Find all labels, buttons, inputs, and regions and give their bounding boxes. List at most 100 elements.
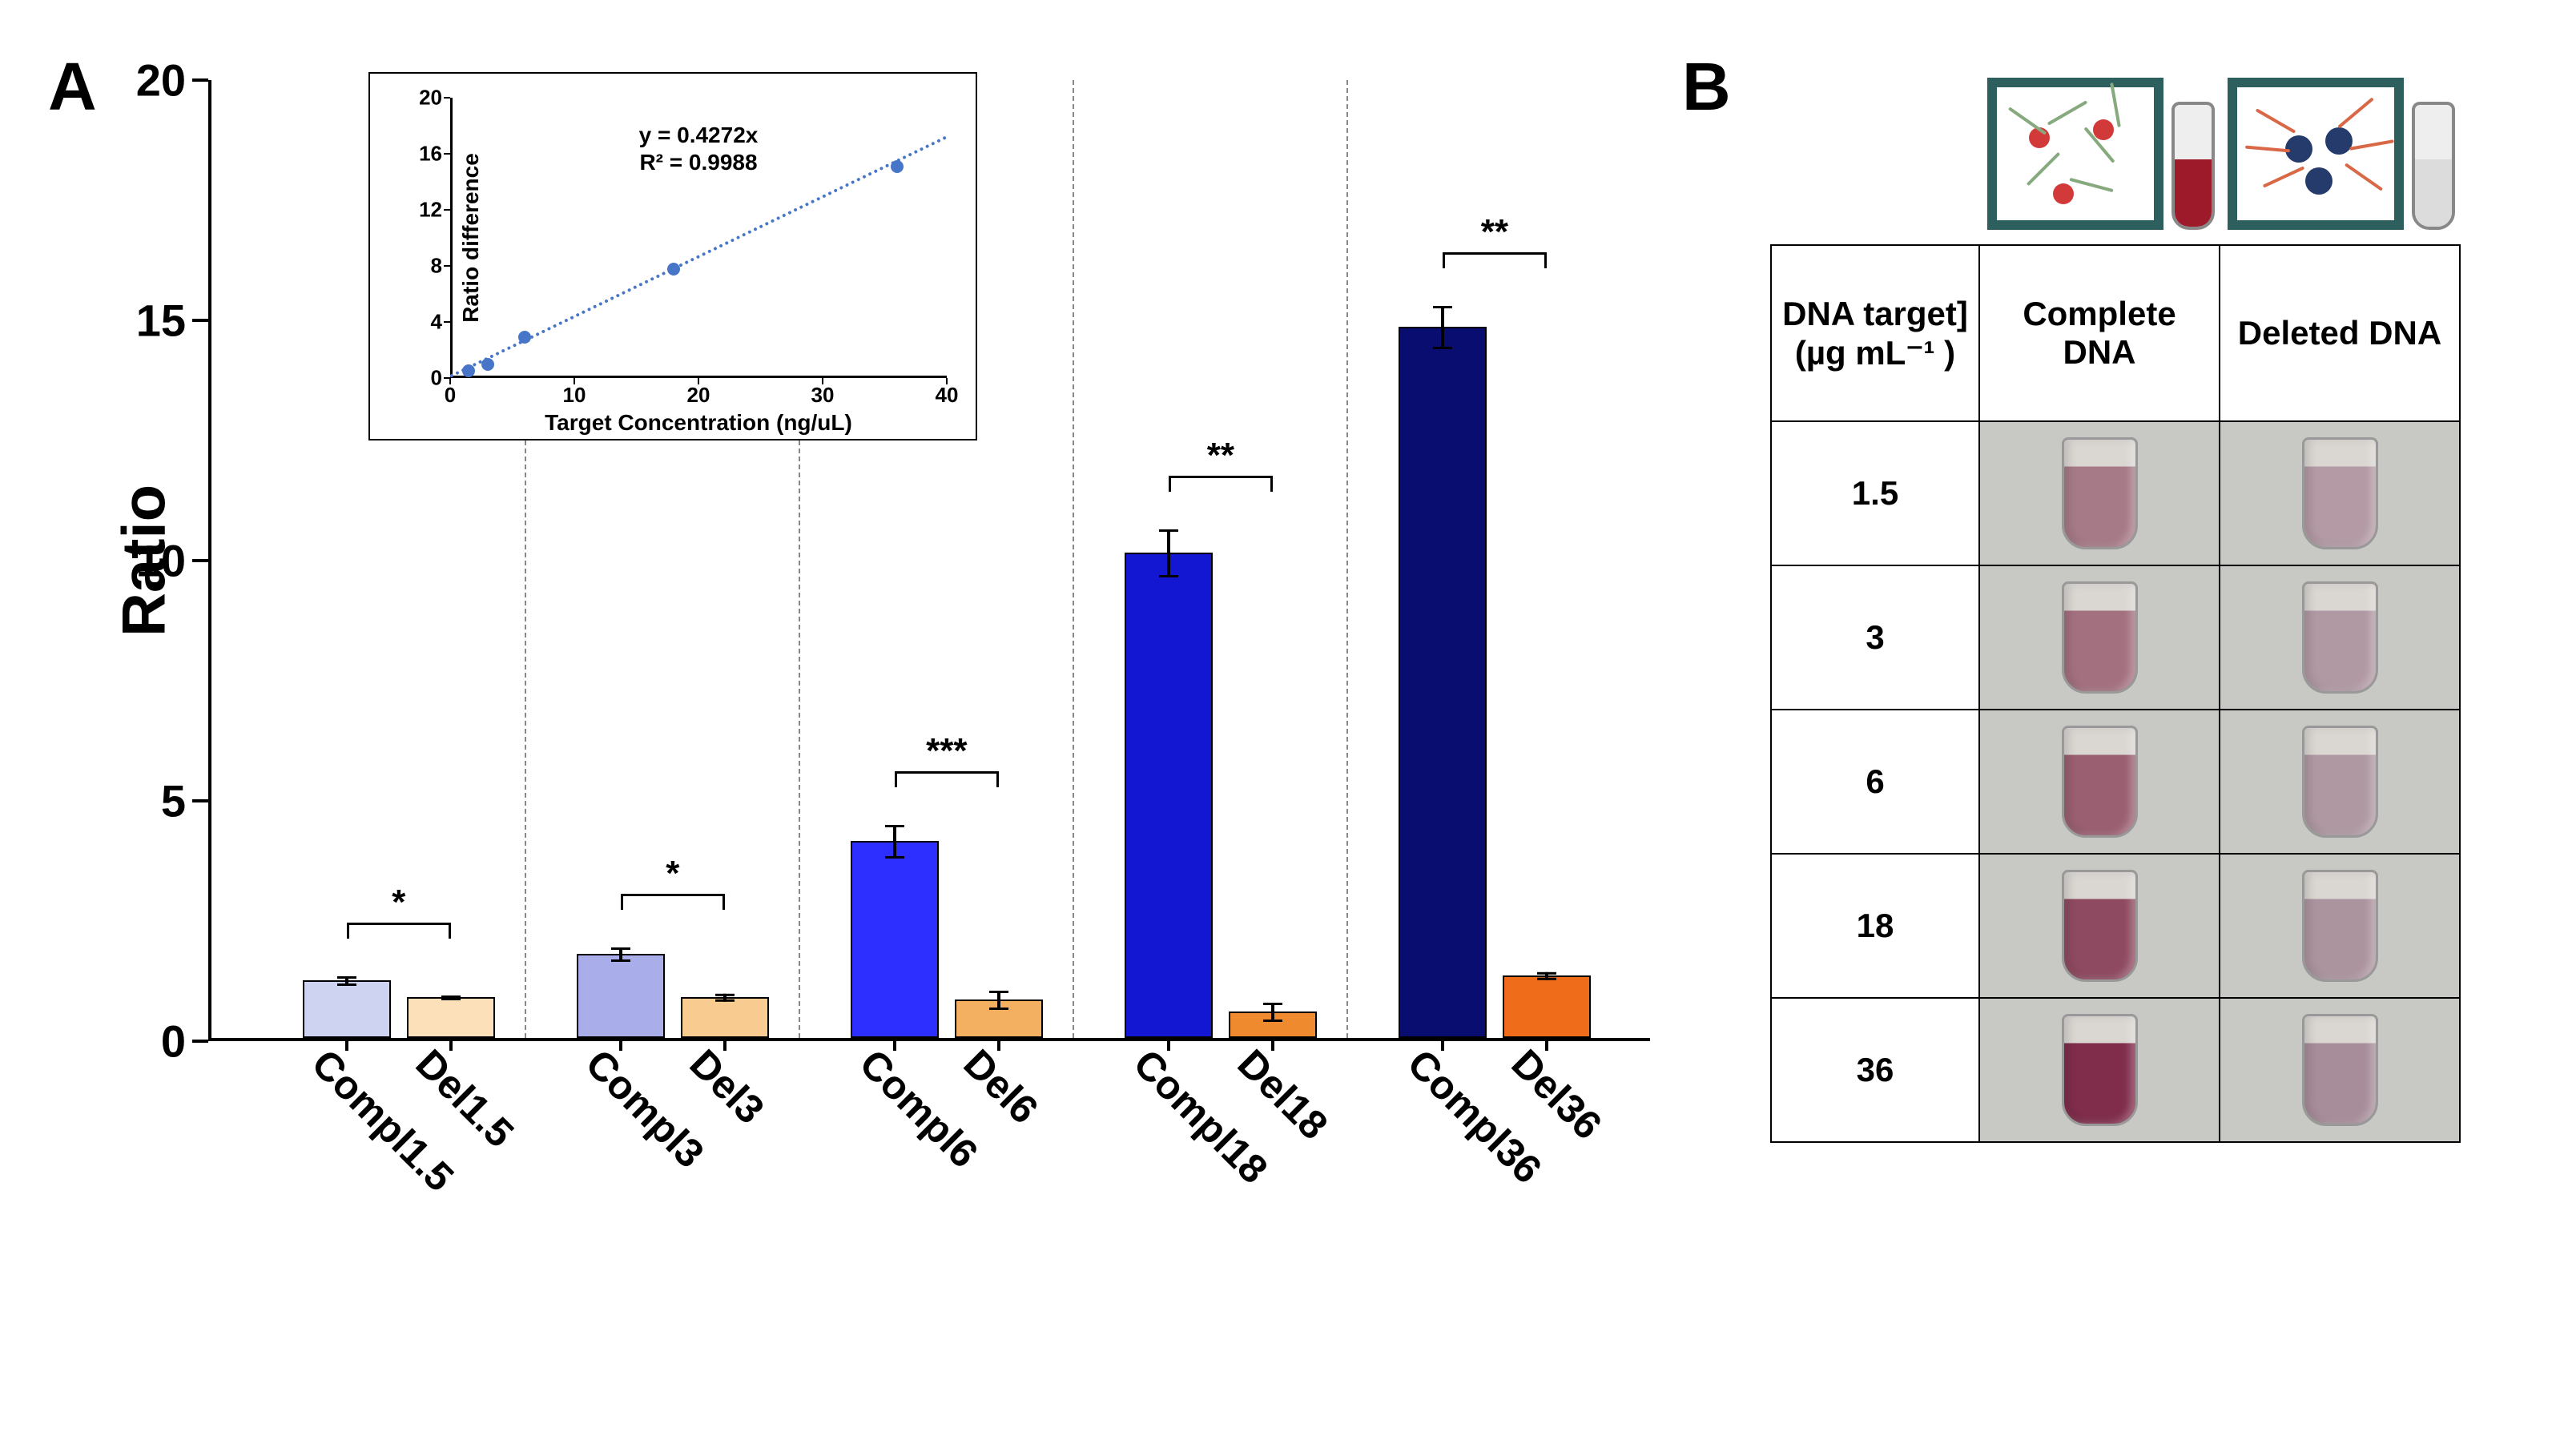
- group-divider: [1346, 80, 1348, 1038]
- tube-icon: [2302, 437, 2378, 549]
- y-tick-label: 20: [136, 54, 186, 107]
- tube-icon: [2062, 581, 2138, 694]
- y-tick: [192, 559, 208, 562]
- bar: [1503, 975, 1590, 1038]
- inset-y-tick: [444, 321, 450, 323]
- tube-image-cell: [2220, 710, 2460, 854]
- header-col2-text: Complete DNA: [2023, 295, 2176, 371]
- inset-x-tick-label: 10: [563, 383, 586, 408]
- tube-icon: [2062, 870, 2138, 982]
- x-tick: [893, 1038, 896, 1051]
- complete-tube-icon: [2171, 102, 2215, 230]
- inset-x-tick-label: 0: [445, 383, 456, 408]
- inset-y-tick-label: 16: [419, 142, 442, 167]
- x-category-label: Del3: [681, 1040, 774, 1133]
- inset-eq-line1: y = 0.4272x: [639, 122, 759, 149]
- tube-image-cell: [1979, 421, 2220, 565]
- inset-equation: y = 0.4272x R² = 0.9988: [639, 122, 759, 175]
- tube-image-cell: [2220, 421, 2460, 565]
- scatter-point: [481, 358, 494, 371]
- header-col2: Complete DNA: [1979, 245, 2220, 421]
- significance-label: ***: [895, 731, 999, 771]
- error-bar: [449, 995, 453, 1000]
- significance-bracket: *: [621, 878, 725, 918]
- inset-y-tick: [444, 153, 450, 155]
- inset-chart: y = 0.4272x R² = 0.9988 Target Concentra…: [368, 72, 977, 440]
- complete-dna-icon: [1987, 78, 2212, 238]
- bar: [1125, 553, 1212, 1038]
- inset-y-tick-label: 20: [419, 86, 442, 111]
- error-bar: [1167, 529, 1170, 577]
- significance-label: **: [1443, 212, 1547, 252]
- bar: [681, 997, 768, 1038]
- y-tick: [192, 319, 208, 322]
- y-tick-label: 15: [136, 295, 186, 347]
- inset-y-tick-label: 0: [431, 366, 442, 391]
- header-col3-text: Deleted DNA: [2238, 314, 2441, 352]
- error-bar: [723, 994, 727, 1002]
- y-tick-label: 5: [161, 775, 186, 827]
- tube-image-cell: [1979, 710, 2220, 854]
- significance-bracket: *: [347, 907, 451, 947]
- inset-y-title: Ratio difference: [458, 153, 484, 323]
- tube-image-cell: [1979, 565, 2220, 710]
- bar: [1399, 327, 1486, 1038]
- tube-image-cell: [1979, 998, 2220, 1142]
- scatter-point: [518, 331, 531, 344]
- x-tick: [1545, 1038, 1548, 1051]
- table-row: 1.5: [1771, 421, 2460, 565]
- tube-icon: [2062, 437, 2138, 549]
- error-bar: [1545, 972, 1548, 980]
- concentration-cell: 36: [1771, 998, 1979, 1142]
- tube-image-cell: [2220, 565, 2460, 710]
- concentration-cell: 1.5: [1771, 421, 1979, 565]
- inset-x-tick-label: 40: [936, 383, 959, 408]
- inset-y-tick: [444, 97, 450, 99]
- deleted-dna-icon: [2228, 78, 2452, 238]
- scatter-point: [667, 263, 680, 276]
- tube-icon: [2302, 581, 2378, 694]
- significance-label: **: [1169, 436, 1273, 476]
- table-row: 36: [1771, 998, 2460, 1142]
- header-col1: DNA target] (µg mL⁻¹ ): [1771, 245, 1979, 421]
- inset-y-tick-label: 4: [431, 310, 442, 335]
- group-divider: [1073, 80, 1074, 1038]
- significance-bracket: ***: [895, 755, 999, 795]
- scatter-point: [462, 364, 475, 377]
- inset-y-tick-label: 12: [419, 198, 442, 223]
- x-tick: [1167, 1038, 1170, 1051]
- tube-image-cell: [2220, 854, 2460, 998]
- x-tick: [449, 1038, 453, 1051]
- inset-plot-area: y = 0.4272x R² = 0.9988 Target Concentra…: [450, 98, 947, 378]
- y-tick: [192, 1040, 208, 1043]
- inset-x-tick-label: 30: [811, 383, 835, 408]
- error-bar: [1441, 306, 1444, 349]
- tube-icon: [2302, 726, 2378, 838]
- header-col3: Deleted DNA: [2220, 245, 2460, 421]
- table-header-row: DNA target] (µg mL⁻¹ ): [1771, 245, 2460, 421]
- x-tick: [997, 1038, 1000, 1051]
- inset-y-tick: [444, 265, 450, 267]
- panel-a: A Ratio 05101520Compl1.5Del1.5Compl3Del3…: [32, 32, 1682, 1424]
- significance-bracket: **: [1169, 460, 1273, 500]
- error-bar: [997, 991, 1000, 1010]
- tube-icon: [2062, 1014, 2138, 1126]
- x-tick: [1271, 1038, 1274, 1051]
- y-tick-label: 0: [161, 1016, 186, 1068]
- inset-y-tick-label: 8: [431, 254, 442, 279]
- y-axis: [208, 80, 211, 1038]
- error-bar: [345, 976, 348, 986]
- tube-icon: [2062, 726, 2138, 838]
- significance-label: *: [621, 854, 725, 894]
- y-tick: [192, 78, 208, 82]
- x-tick: [1441, 1038, 1444, 1051]
- x-tick: [345, 1038, 348, 1051]
- tube-image-cell: [2220, 998, 2460, 1142]
- table-row: 3: [1771, 565, 2460, 710]
- concentration-cell: 3: [1771, 565, 1979, 710]
- concentration-cell: 6: [1771, 710, 1979, 854]
- tube-icon: [2302, 1014, 2378, 1126]
- panel-b-label: B: [1682, 48, 1731, 126]
- tube-image-cell: [1979, 854, 2220, 998]
- panel-b: B DNA target] (µg mL⁻¹ ): [1682, 32, 2544, 1424]
